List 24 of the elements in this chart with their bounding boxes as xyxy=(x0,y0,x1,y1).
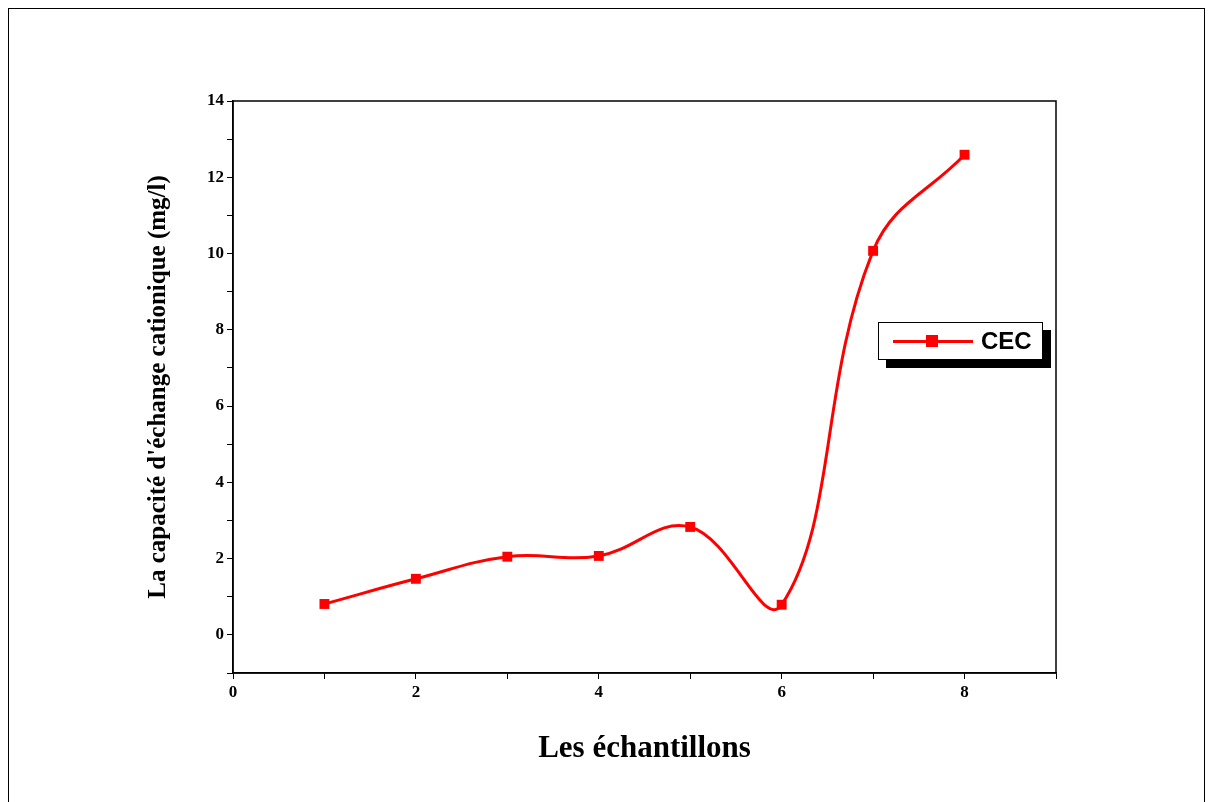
point xyxy=(776,599,787,610)
point xyxy=(410,573,421,584)
x-tick-label: 6 xyxy=(777,681,786,701)
y-axis-title: La capacité d'échange cationique (mg/l) xyxy=(143,175,172,599)
y-tick-label: 4 xyxy=(215,471,225,491)
y-tick-label: 10 xyxy=(207,242,224,262)
x-tick-label: 0 xyxy=(228,681,238,701)
legend-label: CEC xyxy=(981,327,1032,355)
point xyxy=(868,245,879,256)
x-axis-title: Les échantillons xyxy=(538,729,751,765)
point xyxy=(502,551,513,562)
point xyxy=(593,550,604,561)
x-tick-label: 8 xyxy=(960,681,969,701)
y-tick-label: 6 xyxy=(215,395,224,415)
point xyxy=(959,149,970,160)
point xyxy=(319,599,330,609)
y-tick-label: 14 xyxy=(207,90,225,110)
y-tick-label: 12 xyxy=(207,166,224,186)
x-tick-label: 4 xyxy=(594,681,604,701)
y-tick-label: 2 xyxy=(215,547,224,567)
x-tick-label: 2 xyxy=(411,681,421,701)
y-tick-label: 0 xyxy=(215,624,224,644)
point xyxy=(685,522,696,532)
y-tick-label: 8 xyxy=(215,319,224,339)
